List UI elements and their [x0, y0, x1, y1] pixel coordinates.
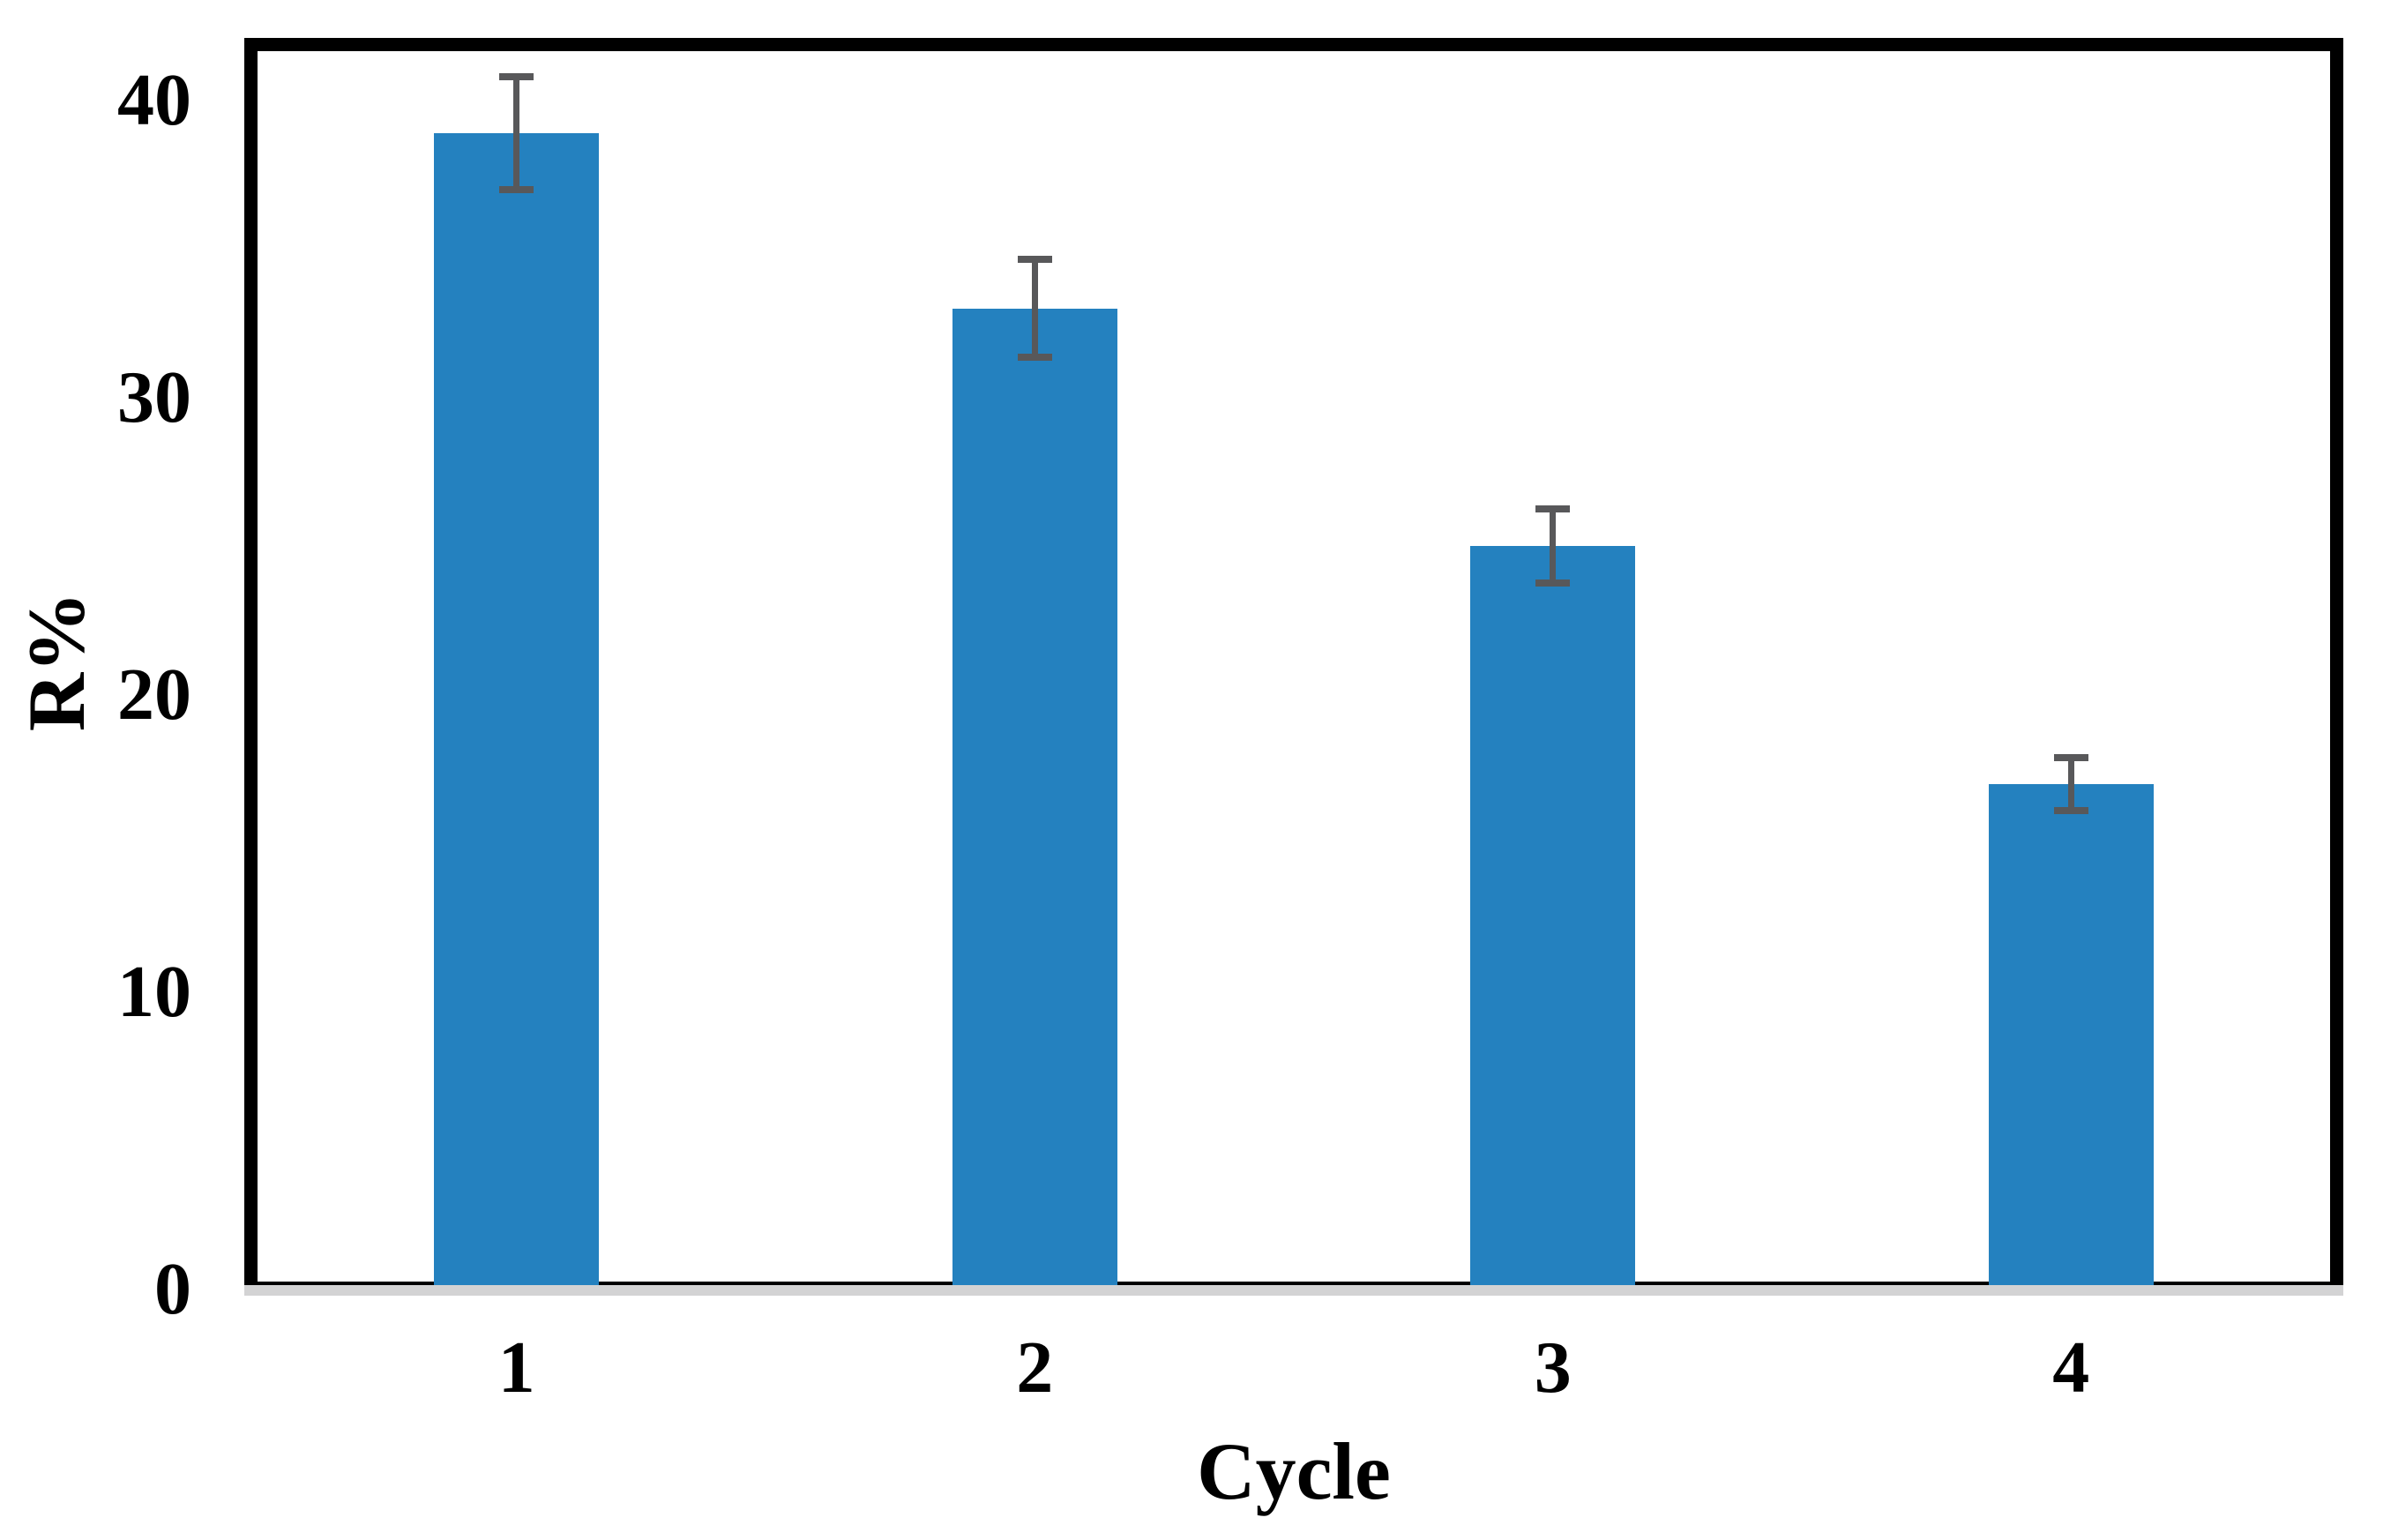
error-bar-cap — [2053, 753, 2088, 761]
x-tick-label: 2 — [1016, 1327, 1054, 1409]
error-bar-cap — [2053, 807, 2088, 815]
error-bar-line — [1031, 258, 1038, 358]
error-bar-line — [2067, 757, 2074, 811]
bar — [1470, 546, 1636, 1285]
category-slot — [776, 51, 1295, 1285]
y-tick-label: 10 — [117, 950, 191, 1033]
bar — [434, 132, 600, 1285]
x-tick-label: 4 — [2052, 1327, 2090, 1409]
error-bar-cap — [1535, 579, 1571, 587]
error-bar-cap — [1017, 255, 1052, 263]
error-bar-cap — [499, 185, 534, 193]
bar — [952, 308, 1117, 1285]
x-axis-baseline — [244, 1285, 2343, 1296]
error-bar-line — [513, 76, 520, 190]
y-tick-label: 0 — [154, 1248, 191, 1330]
plot-inner — [244, 51, 2343, 1296]
error-bar-cap — [499, 72, 534, 80]
error-bar-cap — [1017, 354, 1052, 362]
category-slot — [1294, 51, 1812, 1285]
plot-area — [244, 38, 2343, 1296]
x-tick-label: 1 — [497, 1327, 535, 1409]
y-tick-label: 20 — [117, 653, 191, 736]
error-bar-line — [1550, 509, 1557, 584]
bar — [1988, 783, 2154, 1285]
category-slot — [258, 51, 776, 1285]
y-tick-label: 30 — [117, 355, 191, 438]
x-axis-tick-row: 1 2 3 4 — [258, 1319, 2330, 1417]
category-slot — [1812, 51, 2331, 1285]
error-bar-cap — [1535, 505, 1571, 513]
y-tick-label: 40 — [117, 58, 191, 141]
x-axis-title: Cycle — [1197, 1426, 1391, 1516]
x-tick-label: 3 — [1534, 1327, 1572, 1409]
